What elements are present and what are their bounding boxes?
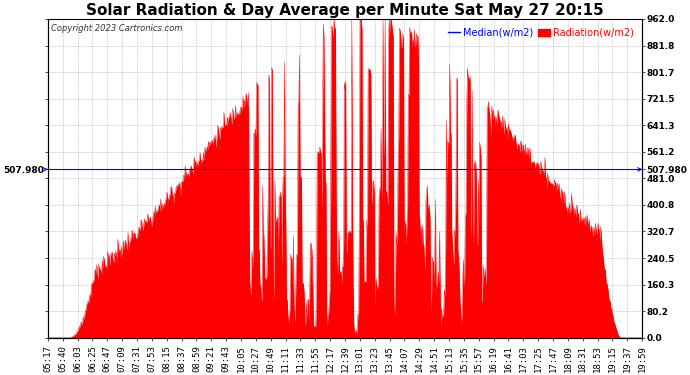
Legend: Median(w/m2), Radiation(w/m2): Median(w/m2), Radiation(w/m2): [444, 24, 638, 42]
Title: Solar Radiation & Day Average per Minute Sat May 27 20:15: Solar Radiation & Day Average per Minute…: [86, 3, 604, 18]
Text: Copyright 2023 Cartronics.com: Copyright 2023 Cartronics.com: [51, 24, 182, 33]
